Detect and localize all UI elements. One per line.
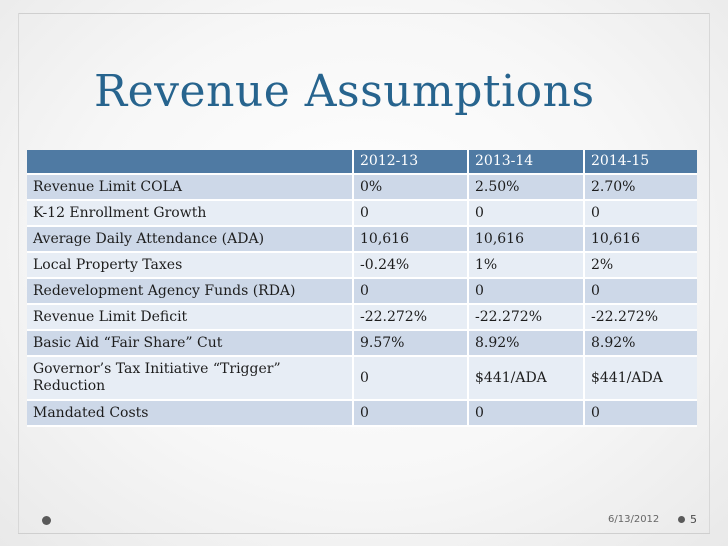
table-row: Revenue Limit Deficit -22.272% -22.272% …	[27, 304, 697, 331]
header-cell-2014-15: 2014-15	[584, 150, 697, 175]
table-cell: 2.70%	[584, 174, 697, 201]
table-row: Basic Aid “Fair Share” Cut 9.57% 8.92% 8…	[27, 330, 697, 357]
table-row: K-12 Enrollment Growth 0 0 0	[27, 200, 697, 227]
header-cell-2013-14: 2013-14	[468, 150, 585, 175]
table-row: Revenue Limit COLA 0% 2.50% 2.70%	[27, 174, 697, 201]
table-cell: 0	[584, 278, 697, 305]
row-label: Mandated Costs	[27, 400, 354, 427]
table-cell: -22.272%	[468, 304, 585, 331]
footer-date: 6/13/2012	[608, 514, 660, 525]
table-cell: 0	[353, 400, 469, 427]
row-label: Local Property Taxes	[27, 252, 354, 279]
table-row: Average Daily Attendance (ADA) 10,616 10…	[27, 226, 697, 253]
row-label: Average Daily Attendance (ADA)	[27, 226, 354, 253]
table-cell: 2%	[584, 252, 697, 279]
table-cell: 0	[353, 356, 469, 401]
table-cell: 8.92%	[584, 330, 697, 357]
table-cell: $441/ADA	[584, 356, 697, 401]
slide-title: Revenue Assumptions	[94, 66, 595, 117]
slide-frame-bottom	[18, 533, 710, 534]
table-cell: 9.57%	[353, 330, 469, 357]
table-cell: 0	[584, 200, 697, 227]
slide-frame-top	[18, 13, 710, 14]
slide-number: 5	[690, 513, 697, 526]
table-cell: -22.272%	[353, 304, 469, 331]
table-cell: 0	[468, 200, 585, 227]
row-label: Basic Aid “Fair Share” Cut	[27, 330, 354, 357]
row-label: Revenue Limit COLA	[27, 174, 354, 201]
table-row: Local Property Taxes -0.24% 1% 2%	[27, 252, 697, 279]
table-header-row: 2012-13 2013-14 2014-15	[27, 150, 697, 175]
table-cell: $441/ADA	[468, 356, 585, 401]
table-cell: 0	[353, 278, 469, 305]
table-cell: 0%	[353, 174, 469, 201]
table-row: Governor’s Tax Initiative “Trigger” Redu…	[27, 356, 697, 401]
slide-frame-right	[709, 13, 710, 533]
table-cell: -0.24%	[353, 252, 469, 279]
table-cell: 0	[468, 400, 585, 427]
row-label: K-12 Enrollment Growth	[27, 200, 354, 227]
footer-bullet-icon	[42, 516, 51, 525]
row-label: Revenue Limit Deficit	[27, 304, 354, 331]
row-label: Redevelopment Agency Funds (RDA)	[27, 278, 354, 305]
table-cell: 10,616	[584, 226, 697, 253]
table-cell: 10,616	[468, 226, 585, 253]
table-cell: 10,616	[353, 226, 469, 253]
table-cell: 0	[468, 278, 585, 305]
footer-separator-icon	[678, 516, 685, 523]
table-row: Redevelopment Agency Funds (RDA) 0 0 0	[27, 278, 697, 305]
row-label: Governor’s Tax Initiative “Trigger” Redu…	[27, 356, 354, 401]
table-cell: 2.50%	[468, 174, 585, 201]
table-cell: -22.272%	[584, 304, 697, 331]
table-row: Mandated Costs 0 0 0	[27, 400, 697, 427]
header-cell-label	[27, 150, 354, 175]
table-cell: 8.92%	[468, 330, 585, 357]
revenue-assumptions-table: 2012-13 2013-14 2014-15 Revenue Limit CO…	[27, 150, 697, 427]
header-cell-2012-13: 2012-13	[353, 150, 469, 175]
table-cell: 1%	[468, 252, 585, 279]
table-cell: 0	[584, 400, 697, 427]
table-cell: 0	[353, 200, 469, 227]
slide-frame-left	[18, 13, 19, 533]
